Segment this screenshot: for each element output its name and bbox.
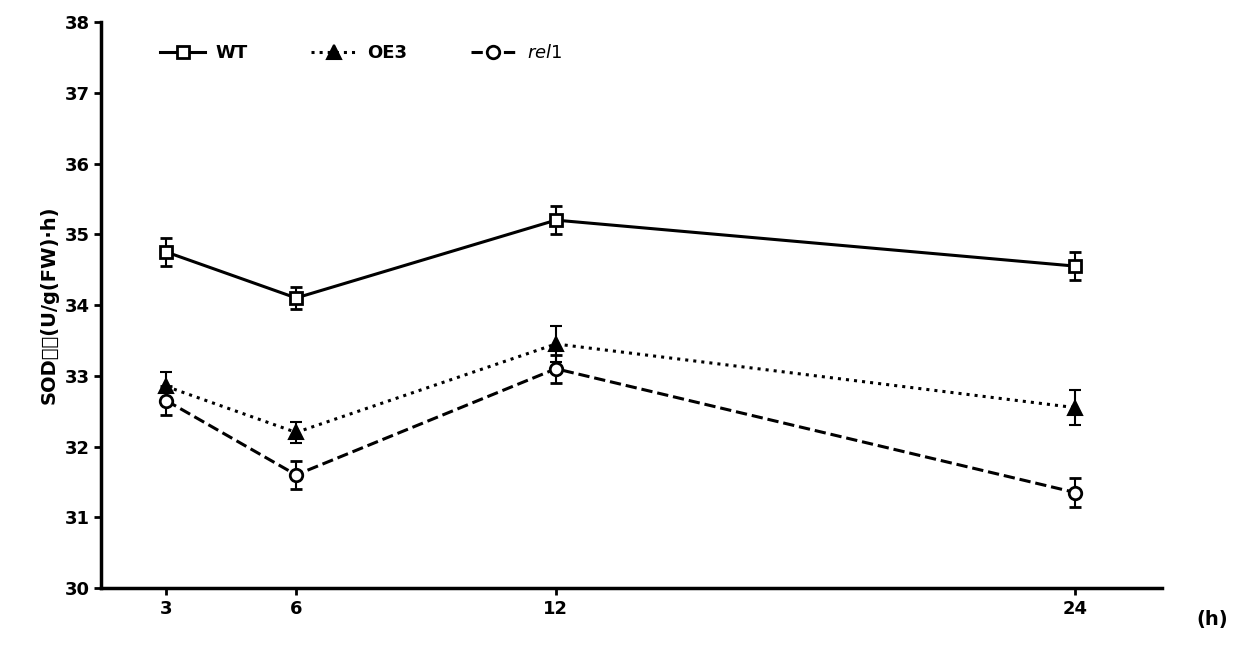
- Text: (h): (h): [1197, 610, 1229, 629]
- Y-axis label: SOD活性(U/g(FW)·h): SOD活性(U/g(FW)·h): [40, 206, 58, 404]
- Legend: WT, OE3, $\it{rel1}$: WT, OE3, $\it{rel1}$: [153, 37, 569, 69]
